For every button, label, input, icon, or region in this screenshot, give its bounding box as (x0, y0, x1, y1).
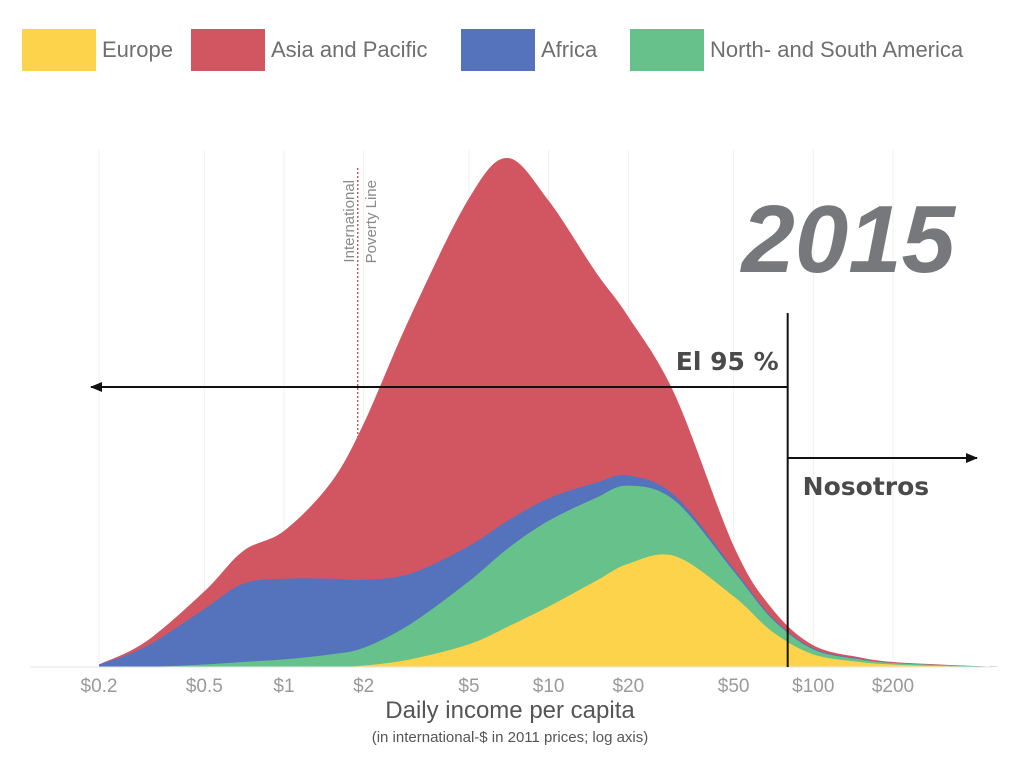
annotations: El 95 % Nosotros (90, 313, 978, 667)
x-tick-label: $0.5 (186, 676, 223, 697)
legend-swatch (461, 29, 535, 71)
x-tick-label: $50 (718, 676, 750, 697)
x-tick-label: $100 (792, 676, 834, 697)
area-asia-and-pacific (99, 157, 999, 668)
x-tick-label: $0.2 (81, 676, 118, 697)
x-tick-label: $1 (273, 676, 294, 697)
poverty-line: International Poverty Line (341, 168, 380, 667)
x-tick-label: $5 (458, 676, 479, 697)
x-axis-title: Daily income per capita (385, 697, 635, 724)
legend-label: Africa (541, 37, 598, 62)
x-tick-label: $10 (533, 676, 565, 697)
x-axis-ticks: $0.2 $0.5 $1 $2 $5 $10 $20 $50 $100 $200 (81, 676, 915, 697)
x-tick-label: $20 (612, 676, 644, 697)
x-tick-label: $200 (872, 676, 914, 697)
legend-swatch (22, 29, 96, 71)
right-annotation-label: Nosotros (803, 472, 930, 501)
area-europe (99, 554, 999, 667)
poverty-line-label: International (341, 180, 358, 263)
legend: Europe Asia and Pacific Africa North- and S… (22, 29, 964, 71)
area-north-and-south-america (99, 485, 999, 667)
legend-label: Europe (102, 37, 173, 62)
stacked-areas (99, 157, 999, 668)
x-axis-subtitle: (in international-$ in 2011 prices; log … (372, 729, 649, 746)
legend-label: North- and South America (710, 37, 964, 62)
year-label: 2015 (739, 186, 956, 293)
legend-label: Asia and Pacific (271, 37, 428, 62)
poverty-line-label: Poverty Line (363, 180, 380, 263)
x-tick-label: $2 (353, 676, 374, 697)
legend-swatch (191, 29, 265, 71)
legend-swatch (630, 29, 704, 71)
left-annotation-label: El 95 % (676, 347, 779, 376)
